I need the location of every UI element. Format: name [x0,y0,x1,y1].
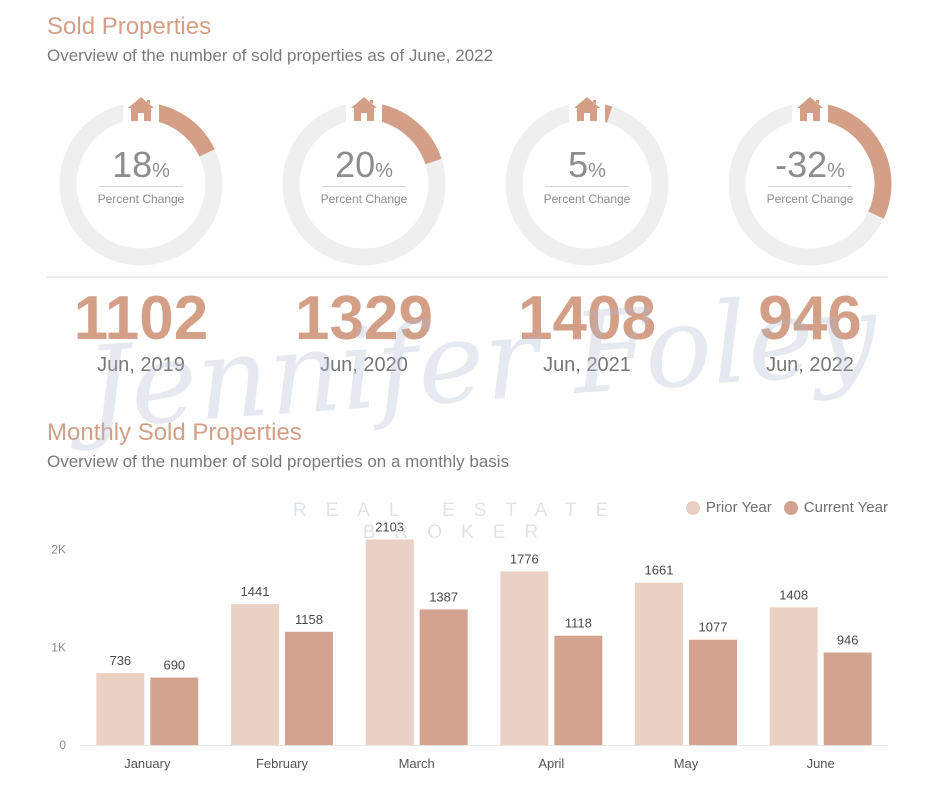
legend-label: Prior Year [705,499,772,516]
bar-current-may[interactable] [689,639,737,745]
sold-count: 1329 [295,284,433,353]
kpi-card-2019: 18% Percent Change 1102 Jun, 2019 [46,92,236,382]
sold-count: 1408 [518,284,656,353]
bar-value-label: 1077 [699,620,728,635]
x-tick-label: February [256,756,309,771]
kpi-card-2021: 5% Percent Change 1408 Jun, 2021 [492,92,682,382]
monthly-section-subtitle: Overview of the number of sold propertie… [47,452,510,471]
bar-value-label: 1118 [565,616,592,631]
bar-current-march[interactable] [419,609,468,745]
house-icon [792,92,828,126]
percent-change-value: 18% [112,144,170,185]
percent-change-label: Percent Change [97,192,185,206]
x-tick-label: April [538,756,564,771]
period-label: Jun, 2019 [97,354,185,376]
percent-change-value: 20% [335,144,393,185]
bar-value-label: 2103 [375,520,404,534]
legend-label: Current Year [803,499,888,516]
percent-donut [59,92,223,266]
house-icon [569,92,605,126]
bar-current-april[interactable] [554,635,603,745]
page-subtitle: Overview of the number of sold propertie… [47,46,494,65]
y-tick-label: 0 [59,738,66,752]
divider [99,186,183,187]
x-tick-label: June [807,756,835,771]
percent-change-value: 5% [568,144,606,185]
legend-item-prior-year[interactable]: Prior Year [685,499,772,516]
bar-value-label: 1408 [779,587,808,602]
bar-current-february[interactable] [285,631,333,745]
x-tick-label: March [399,756,435,771]
house-icon [123,92,159,126]
percent-donut [728,92,892,266]
bar-current-june[interactable] [823,652,872,745]
divider [545,186,629,187]
legend-item-current-year[interactable]: Current Year [783,499,888,516]
bar-value-label: 1387 [429,589,458,604]
divider [768,186,852,187]
bar-value-label: 1661 [645,563,674,578]
percent-change-value: -32% [775,144,845,185]
x-tick-label: January [124,756,171,771]
bar-prior-may[interactable] [635,582,683,745]
bar-value-label: 690 [163,658,185,673]
y-tick-label: 2K [51,543,66,557]
section-divider [47,276,888,278]
bar-value-label: 1158 [295,612,323,627]
kpi-card-2020: 20% Percent Change 1329 Jun, 2020 [269,92,459,382]
bar-current-january[interactable] [150,677,199,745]
period-label: Jun, 2021 [543,354,631,376]
bar-prior-february[interactable] [231,604,279,745]
bar-value-label: 946 [837,633,859,648]
monthly-bar-chart: 0 1K 2K 736 690 January 1441 1158 February 2103 13… [51,520,888,771]
page-title: Sold Properties [47,13,212,40]
percent-donut [282,92,446,266]
bar-value-label: 1776 [510,551,539,566]
divider [322,186,406,187]
bar-value-label: 736 [109,653,131,668]
period-label: Jun, 2022 [766,354,854,376]
x-tick-label: May [674,756,699,771]
percent-change-label: Percent Change [766,192,854,206]
percent-donut [505,92,669,266]
bar-prior-january[interactable] [96,673,145,745]
percent-change-label: Percent Change [320,192,408,206]
monthly-section-title: Monthly Sold Properties [47,419,302,446]
legend-swatch [685,500,700,515]
chart-legend: Prior Year Current Year [674,499,888,516]
kpi-card-2022: -32% Percent Change 946 Jun, 2022 [715,92,905,382]
legend-swatch [783,500,798,515]
bar-prior-march[interactable] [365,539,414,745]
bar-prior-april[interactable] [500,571,549,745]
bar-value-label: 1441 [241,584,270,599]
period-label: Jun, 2020 [320,354,408,376]
house-icon [346,92,382,126]
sold-count: 946 [758,284,862,353]
bar-prior-june[interactable] [769,607,818,745]
percent-change-label: Percent Change [543,192,631,206]
sold-count: 1102 [73,284,209,353]
y-tick-label: 1K [51,640,66,654]
percent-arc [809,102,892,219]
